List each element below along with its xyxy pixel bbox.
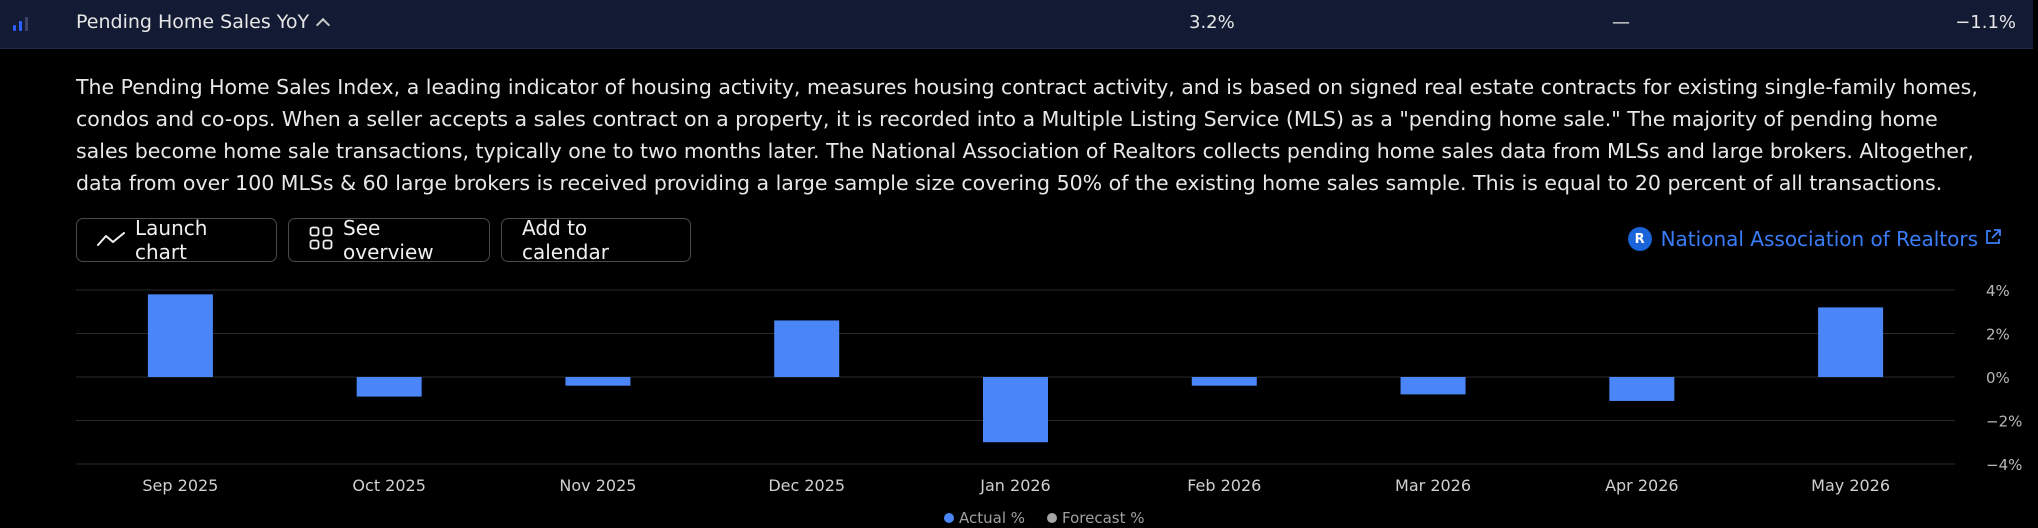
bar-actual (1400, 377, 1466, 395)
y-tick-label: 4% (1986, 282, 2010, 300)
add-to-calendar-button[interactable]: Add to calendar (501, 216, 691, 264)
legend-item-actual: Actual % (944, 509, 1025, 527)
line-chart-icon (97, 228, 125, 252)
see-overview-label: See overview (343, 216, 434, 264)
x-tick-label: Nov 2025 (559, 476, 636, 495)
event-title-toggle[interactable]: Pending Home Sales YoY (76, 11, 331, 33)
x-tick-label: May 2026 (1811, 476, 1890, 495)
source-label: National Association of Realtors (1660, 227, 1978, 251)
bar-actual (565, 377, 631, 386)
launch-chart-label: Launch chart (135, 216, 208, 264)
add-to-calendar-label: Add to calendar (522, 216, 609, 264)
bar-actual (774, 320, 840, 377)
bar-actual (147, 294, 213, 377)
event-title: Pending Home Sales YoY (76, 11, 310, 33)
x-tick-label: Feb 2026 (1187, 476, 1261, 495)
bar-actual (1818, 307, 1884, 377)
x-tick-label: Jan 2026 (979, 476, 1050, 495)
bar-actual (983, 377, 1048, 443)
legend-dot-actual (944, 513, 954, 523)
external-link-icon (1984, 227, 2002, 251)
x-tick-label: Sep 2025 (142, 476, 218, 495)
y-tick-label: 2% (1986, 326, 2010, 344)
y-tick-label: 0% (1986, 369, 2010, 387)
event-description: The Pending Home Sales Index, a leading … (76, 75, 1978, 195)
event-header-row[interactable]: Pending Home Sales YoY 3.2% — −1.1% (0, 0, 2033, 49)
legend-item-forecast: Forecast % (1047, 509, 1145, 527)
x-tick-label: Apr 2026 (1605, 476, 1678, 495)
bar-actual (1609, 377, 1675, 401)
x-tick-label: Dec 2025 (768, 476, 845, 495)
x-tick-label: Mar 2026 (1395, 476, 1471, 495)
history-chart: 4% 2% 0% −2% −4% Sep 2025 Oct 2025 Nov 2025 Dec … (76, 282, 2022, 495)
chart-legend: Actual % Forecast % (944, 509, 1145, 527)
prior-value: −1.1% (1955, 12, 2016, 33)
chevron-up-icon (316, 17, 331, 33)
actual-value: 3.2% (1189, 12, 1235, 33)
importance-bars-icon (13, 15, 29, 31)
y-tick-label: −2% (1986, 413, 2022, 431)
bar-actual (1191, 377, 1257, 386)
see-overview-button[interactable]: See overview (288, 216, 490, 264)
bar-actual (356, 377, 422, 397)
grid-icon (309, 226, 333, 255)
realtor-logo-icon: R (1627, 227, 1652, 251)
x-tick-label: Oct 2025 (352, 476, 425, 495)
source-link[interactable]: R National Association of Realtors (1627, 227, 2002, 251)
forecast-value: — (1612, 12, 1630, 33)
legend-label-forecast: Forecast % (1062, 509, 1145, 527)
legend-dot-forecast (1047, 513, 1058, 523)
y-tick-label: −4% (1986, 456, 2022, 474)
launch-chart-button[interactable]: Launch chart (76, 216, 277, 264)
legend-label-actual: Actual % (959, 509, 1026, 527)
